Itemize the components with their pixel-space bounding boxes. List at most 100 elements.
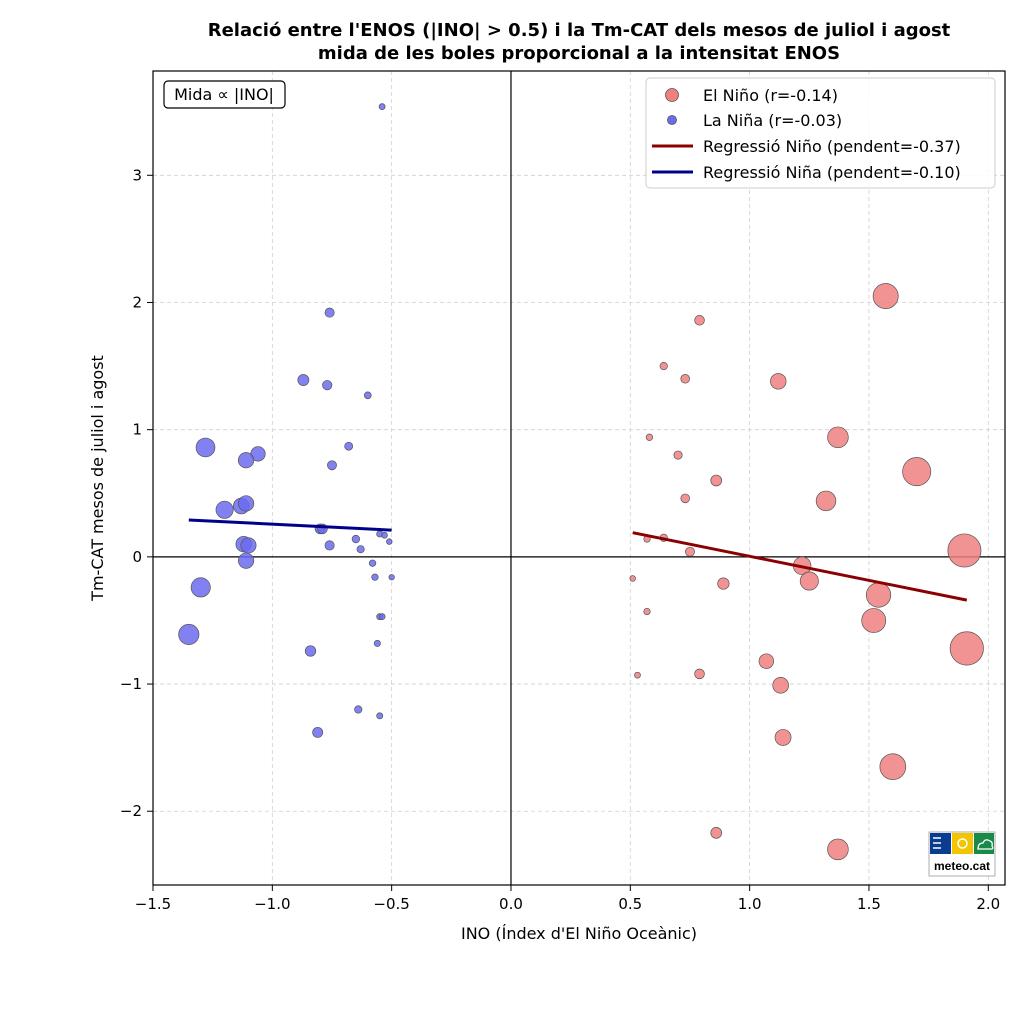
legend-label-reg-nina: Regressió Niña (pendent=-0.10) — [703, 163, 961, 182]
nino-point — [861, 608, 887, 633]
meteocat-logo: meteo.cat — [928, 831, 996, 877]
nina-point — [354, 705, 363, 714]
nino-point — [772, 677, 789, 694]
nina-point — [344, 441, 354, 451]
nino-point — [710, 474, 723, 487]
nina-point — [378, 103, 386, 110]
nino-point — [673, 450, 683, 460]
x-tick-label: −0.5 — [373, 895, 409, 913]
nino-point — [879, 753, 907, 781]
nina-point — [373, 639, 381, 647]
nino-point — [774, 729, 792, 746]
nina-point — [324, 307, 335, 318]
chart-title: Relació entre l'ENOS (|INO| > 0.5) i la … — [208, 20, 951, 41]
y-tick-label: −1 — [120, 675, 142, 693]
x-tick-label: 2.0 — [976, 895, 1000, 913]
nina-point — [237, 552, 255, 569]
legend-marker-nino — [665, 88, 679, 102]
points — [178, 103, 984, 861]
y-axis-ticks: −2 −1 0 1 2 3 — [120, 166, 153, 820]
y-tick-label: 0 — [132, 548, 142, 566]
x-tick-label: 0.5 — [618, 895, 642, 913]
nino-point — [827, 838, 849, 861]
nino-point — [947, 533, 982, 568]
nino-point — [680, 374, 690, 384]
nino-point — [758, 653, 775, 669]
nino-point — [710, 827, 723, 839]
nino-point — [629, 575, 636, 582]
nino-point — [827, 426, 849, 449]
y-tick-label: 3 — [132, 166, 142, 184]
nina-point — [386, 538, 393, 545]
nina-point — [376, 712, 384, 720]
nino-point — [659, 362, 668, 371]
nino-point — [815, 490, 837, 512]
plot-frame — [152, 70, 1006, 886]
regression-lines — [188, 518, 968, 602]
y-tick-label: 1 — [132, 421, 142, 439]
nina-point — [195, 437, 216, 458]
nina-point — [351, 534, 361, 544]
nino-point — [634, 671, 641, 679]
y-axis-label: Tm-CAT mesos de juliol i agost — [88, 355, 107, 602]
x-tick-label: −1.5 — [135, 895, 171, 913]
nina-point — [178, 623, 200, 645]
nino-point — [645, 433, 654, 441]
nina-point — [371, 573, 379, 581]
nina-point — [324, 540, 335, 551]
size-note-box: Mida ∝ |INO| — [163, 80, 286, 109]
regression-line-nino — [632, 531, 968, 602]
nina-point — [356, 545, 365, 554]
legend-marker-nina — [667, 115, 677, 125]
nina-point — [237, 452, 255, 469]
x-tick-label: 1.0 — [738, 895, 762, 913]
nino-point — [717, 577, 730, 590]
nina-point — [378, 613, 386, 621]
regression-line-nina — [188, 518, 392, 532]
nino-point — [685, 546, 695, 557]
nina-point — [237, 495, 255, 512]
nina-point — [363, 391, 372, 400]
nina-point — [297, 374, 310, 386]
nino-point — [694, 668, 705, 680]
nino-point — [865, 582, 892, 608]
nina-point — [190, 577, 211, 598]
y-tick-label: 2 — [132, 293, 142, 311]
zero-lines — [153, 71, 1005, 885]
x-tick-label: 1.5 — [857, 895, 881, 913]
nino-point — [643, 607, 651, 616]
legend-label-reg-nino: Regressió Niño (pendent=-0.37) — [703, 137, 961, 156]
sun-icon — [952, 833, 973, 854]
legend-label-nina: La Niña (r=-0.03) — [703, 111, 842, 130]
nino-point — [902, 457, 932, 487]
x-tick-label: 0.0 — [499, 895, 523, 913]
nino-point — [694, 315, 705, 326]
nina-point — [327, 460, 337, 471]
grid — [152, 71, 1005, 885]
nina-point — [368, 559, 377, 567]
y-tick-label: −2 — [120, 802, 142, 820]
nina-point — [240, 537, 257, 554]
cloud-icon — [974, 833, 994, 854]
legend-label-nino: El Niño (r=-0.14) — [703, 86, 838, 105]
nina-point — [215, 500, 234, 519]
legend: El Niño (r=-0.14) La Niña (r=-0.03) Regr… — [645, 77, 996, 189]
x-tick-label: −1.0 — [254, 895, 290, 913]
nino-point — [770, 373, 787, 390]
nina-point — [388, 574, 395, 581]
nino-point — [680, 493, 690, 504]
nina-point — [312, 726, 324, 738]
nino-point — [872, 283, 899, 310]
x-axis-ticks: −1.5 −1.0 −0.5 0.0 0.5 1.0 1.5 2.0 — [135, 885, 1000, 913]
size-note: Mida ∝ |INO| — [174, 85, 274, 104]
nina-point — [322, 380, 333, 391]
nina-point — [381, 531, 388, 539]
x-axis-label: INO (Índex d'El Niño Oceànic) — [461, 924, 697, 943]
nino-point — [949, 631, 984, 666]
nina-point — [304, 645, 317, 657]
nino-point — [799, 571, 819, 591]
chart-subtitle: mida de les boles proporcional a la inte… — [318, 43, 840, 64]
logo-text: meteo.cat — [934, 859, 990, 873]
